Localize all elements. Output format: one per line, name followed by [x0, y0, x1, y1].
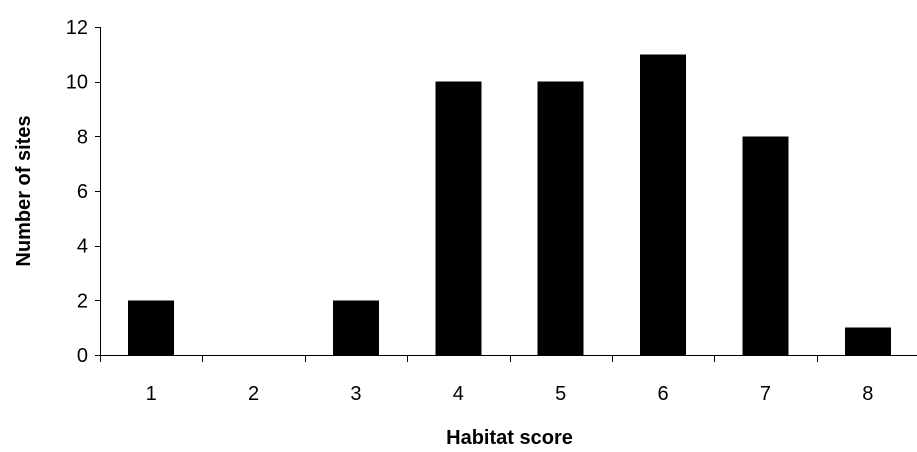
y-ticks-group: 0 2 4 6 8 10 12 — [66, 17, 100, 367]
bar-7 — [742, 136, 789, 355]
y-axis-title: Number of sites — [13, 115, 35, 266]
x-tick-label: 4 — [453, 383, 464, 405]
bar-3 — [332, 300, 379, 355]
x-tick-label: 6 — [658, 383, 669, 405]
bar-5 — [537, 81, 584, 356]
x-tick-label: 3 — [350, 383, 361, 405]
y-tick-label: 0 — [77, 345, 88, 367]
bar-4 — [435, 81, 482, 356]
y-tick-label: 2 — [77, 290, 88, 312]
x-tick-label: 2 — [248, 383, 259, 405]
y-tick-label: 6 — [77, 181, 88, 203]
bar-1 — [128, 300, 175, 355]
x-tick-label: 1 — [146, 383, 157, 405]
bar-8 — [844, 327, 891, 355]
y-tick-label: 12 — [66, 17, 88, 39]
x-tick-label: 7 — [760, 383, 771, 405]
x-ticks-group: 1 2 3 4 5 6 7 8 — [100, 355, 873, 405]
y-tick-label: 4 — [77, 236, 88, 258]
x-tick-label: 8 — [862, 383, 873, 405]
x-tick-label: 5 — [555, 383, 566, 405]
axes-group — [100, 27, 917, 356]
y-tick-label: 10 — [66, 72, 88, 94]
bar-6 — [640, 54, 687, 355]
x-axis-title: Habitat score — [446, 427, 573, 449]
y-tick-label: 8 — [77, 126, 88, 148]
bars-group — [128, 54, 891, 356]
